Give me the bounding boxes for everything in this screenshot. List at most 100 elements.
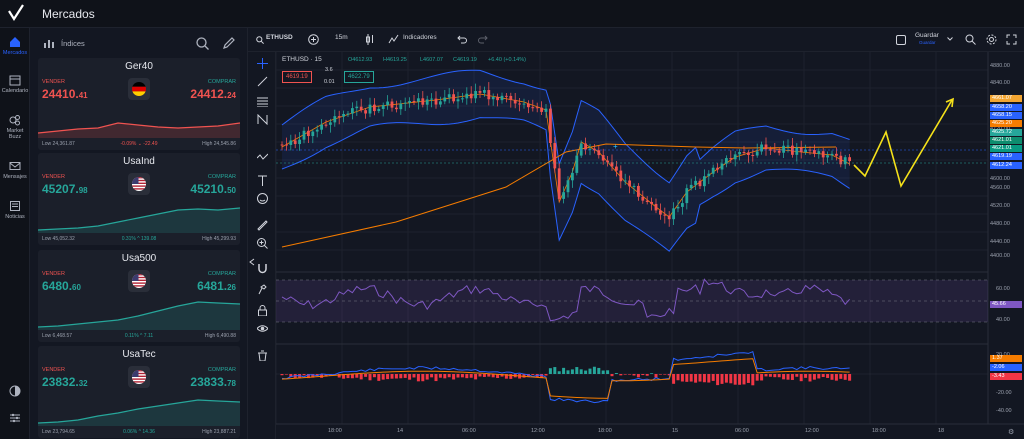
gear-icon[interactable] — [986, 34, 997, 45]
nav-label: Calendario — [1, 88, 29, 94]
save-button[interactable]: Guardar — [915, 32, 939, 39]
eye-icon[interactable] — [257, 323, 268, 334]
price-chart[interactable]: + — [276, 52, 1024, 439]
text-icon[interactable] — [257, 175, 268, 186]
projection-icon[interactable] — [257, 152, 268, 163]
interval-selector[interactable]: 15m — [335, 34, 348, 41]
sell-price[interactable]: 24410.41 — [42, 87, 88, 101]
ruler-icon[interactable] — [257, 220, 268, 231]
macd-histogram-bar — [306, 374, 310, 379]
candles-icon[interactable] — [365, 34, 375, 45]
magnet-icon[interactable] — [257, 263, 268, 274]
candle-body — [293, 140, 297, 145]
add-symbol-icon[interactable] — [308, 34, 319, 45]
candle-body — [760, 144, 763, 152]
macd-histogram-bar — [421, 374, 425, 382]
horizontal-lines-icon[interactable] — [257, 96, 268, 107]
crosshair-icon[interactable] — [257, 58, 268, 69]
macd-histogram-bar — [474, 374, 478, 380]
layout-icon[interactable] — [896, 35, 906, 45]
candle-body — [773, 150, 777, 152]
forecast-arrowhead — [945, 97, 954, 108]
sell-price[interactable]: 23832.32 — [42, 375, 88, 389]
trash-icon[interactable] — [257, 350, 268, 361]
indices-panel: Índices Ger40 VENDER COMPRAR 24410.41 24… — [30, 28, 248, 439]
lock-drawing-icon[interactable] — [257, 284, 268, 295]
nav-market-buzz[interactable]: Market Buzz — [0, 114, 30, 140]
candle-body — [720, 163, 724, 170]
candle-body — [469, 93, 473, 99]
candle-body — [381, 105, 385, 109]
candle-body — [571, 172, 574, 181]
settings-button[interactable] — [0, 412, 30, 426]
candle-body — [813, 150, 816, 154]
search-icon[interactable] — [196, 37, 209, 50]
candle-body — [329, 122, 332, 125]
sell-price[interactable]: 45207.98 — [42, 182, 88, 196]
index-card[interactable]: UsaTec VENDER COMPRAR 23832.32 23833.78 … — [38, 346, 240, 438]
macd-histogram-bar — [694, 374, 698, 383]
trend-line-icon[interactable] — [257, 76, 268, 87]
edit-icon[interactable] — [222, 37, 235, 50]
macd-histogram-bar — [368, 374, 372, 381]
symbol-selector[interactable]: ETHUSD — [266, 34, 293, 41]
candle-body — [359, 106, 363, 111]
candle-body — [364, 110, 367, 114]
candle-body — [487, 90, 491, 100]
theme-toggle[interactable] — [0, 385, 30, 399]
lock-icon[interactable] — [257, 305, 268, 316]
macd-histogram-bar — [522, 374, 526, 378]
index-card[interactable]: Usa500 VENDER COMPRAR 6480.60 6481.26 Lo… — [38, 250, 240, 342]
candle-body — [377, 108, 381, 112]
buy-price[interactable]: 23833.78 — [190, 375, 236, 389]
candle-body — [738, 152, 741, 155]
buy-label: COMPRAR — [207, 174, 236, 180]
macd-histogram-bar — [746, 374, 750, 383]
candle-body — [751, 155, 755, 157]
candle-body — [522, 103, 526, 105]
macd-histogram-bar — [817, 374, 821, 379]
candle-body — [285, 144, 288, 146]
rsi-line — [281, 278, 850, 322]
app-title: Mercados — [42, 7, 95, 21]
sell-label: VENDER — [42, 367, 65, 373]
chevron-down-icon[interactable] — [947, 37, 953, 41]
sell-price[interactable]: 6480.60 — [42, 279, 81, 293]
candle-body — [579, 143, 583, 156]
candle-body — [830, 153, 834, 156]
fullscreen-icon[interactable] — [1006, 34, 1017, 45]
collapse-toolbar-icon[interactable] — [249, 258, 255, 266]
macd-histogram-bar — [663, 374, 667, 375]
candle-body — [549, 108, 552, 144]
buy-price[interactable]: 24412.24 — [190, 87, 236, 101]
candle-body — [782, 145, 785, 153]
indicators-icon[interactable] — [388, 34, 399, 45]
index-card[interactable]: UsaInd VENDER COMPRAR 45207.98 45210.50 … — [38, 153, 240, 245]
logo-icon[interactable] — [6, 3, 26, 23]
indicators-button[interactable]: Indicadores — [403, 34, 437, 41]
emoji-icon[interactable] — [257, 193, 268, 204]
quick-search-icon[interactable] — [965, 34, 976, 45]
high-value: High 45,299.93 — [202, 236, 236, 242]
macd-histogram-bar — [496, 374, 500, 378]
candle-body — [623, 180, 627, 182]
nav-mercados[interactable]: Mercados — [0, 36, 30, 56]
sell-label: VENDER — [42, 174, 65, 180]
zoom-in-icon[interactable] — [257, 238, 268, 249]
nav-mensajes[interactable]: Mensajes — [0, 160, 30, 180]
undo-icon[interactable] — [457, 35, 467, 44]
buy-price[interactable]: 6481.26 — [197, 279, 236, 293]
nav-calendario[interactable]: Calendario — [0, 74, 30, 94]
macd-histogram-bar — [808, 374, 812, 382]
nav-noticias[interactable]: Noticias — [0, 200, 30, 220]
index-card[interactable]: Ger40 VENDER COMPRAR 24410.41 24412.24 L… — [38, 58, 240, 150]
macd-histogram-bar — [799, 374, 803, 382]
redo-icon[interactable] — [478, 35, 488, 44]
search-icon[interactable] — [256, 36, 264, 44]
pattern-icon[interactable] — [257, 114, 268, 125]
candle-body — [663, 214, 667, 216]
buy-price[interactable]: 45210.50 — [190, 182, 236, 196]
macd-histogram-bar — [667, 374, 671, 376]
macd-histogram-bar — [579, 369, 583, 374]
macd-histogram-bar — [786, 374, 790, 380]
